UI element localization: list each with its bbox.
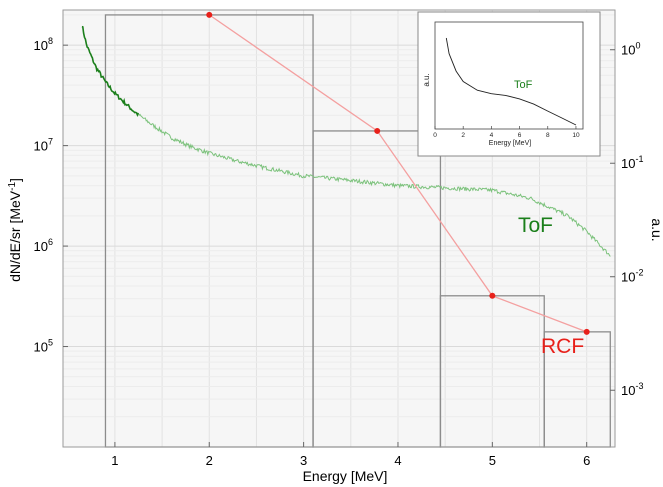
rcf-point <box>583 328 590 335</box>
inset-x-tick-label: 8 <box>546 132 550 139</box>
inset-chart: 0 2 4 6 8 10 ToF Energy [MeV] a.u. <box>417 11 601 157</box>
x-tick-label: 3 <box>300 453 307 468</box>
rcf-line <box>208 14 587 333</box>
y-tick-label: 107 <box>34 137 53 154</box>
y-axis-label-close: ] <box>7 178 23 182</box>
inset-ticks: 0 2 4 6 8 10 <box>433 126 580 139</box>
x-tick-label: 2 <box>206 453 213 468</box>
x-tick-label: 4 <box>394 453 401 468</box>
y-tick-label: 105 <box>34 338 53 355</box>
inset-curve <box>445 37 577 126</box>
inset-label: ToF <box>514 79 533 91</box>
series-label-rcf: RCF <box>541 335 584 358</box>
series-tof <box>81 25 611 257</box>
y2-tick-label: 100 <box>621 41 640 58</box>
y-axis-left: 105 106 107 108 <box>34 36 68 355</box>
inset-y-label: a.u. <box>422 73 431 86</box>
tof-line-head <box>81 25 139 117</box>
y-axis-label-sup: -1 <box>7 182 18 191</box>
y2-axis-label: a.u. <box>649 218 663 241</box>
y-axis-label-main: dN/dE/sr [MeV <box>7 190 23 282</box>
x-axis: 1 2 3 4 5 6 <box>111 442 590 468</box>
series-label-tof: ToF <box>518 214 553 237</box>
tof-line-tail <box>137 112 611 257</box>
inset-plot-area <box>434 21 584 130</box>
rcf-point <box>206 11 213 18</box>
y-tick-label: 106 <box>34 237 53 254</box>
inset-x-tick-label: 0 <box>433 132 437 139</box>
x-tick-label: 1 <box>111 453 118 468</box>
y2-tick-label: 10-3 <box>621 381 643 398</box>
inset-x-tick-label: 6 <box>518 132 522 139</box>
x-tick-label: 6 <box>583 453 590 468</box>
plot-frame <box>62 9 616 448</box>
y-axis-label: dN/dE/sr [MeV-1] <box>7 178 23 282</box>
inset-x-tick-label: 10 <box>572 132 580 139</box>
y2-tick-label: 10-2 <box>621 268 643 285</box>
y2-tick-label: 10-1 <box>621 154 643 171</box>
y-axis-right: 100 10-1 10-2 10-3 <box>610 41 643 398</box>
rcf-point <box>374 127 381 134</box>
inset-x-tick-label: 2 <box>461 132 465 139</box>
y-tick-label: 108 <box>34 36 53 53</box>
series-rcf <box>206 11 590 335</box>
inset-x-label: Energy [MeV] <box>489 140 531 147</box>
rcf-point <box>489 292 496 299</box>
x-axis-label: Energy [MeV] <box>303 468 388 484</box>
inset-x-tick-label: 4 <box>490 132 494 139</box>
x-tick-label: 5 <box>489 453 496 468</box>
